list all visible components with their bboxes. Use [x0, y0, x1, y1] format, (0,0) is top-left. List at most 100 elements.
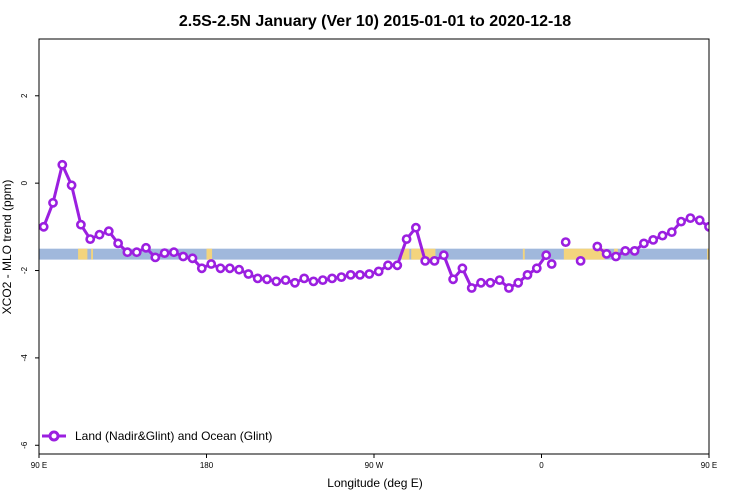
land-band-segment-7: [563, 248, 605, 260]
data-point-18: [196, 263, 207, 274]
data-point-12: [141, 242, 151, 253]
plot-frame: [38, 38, 710, 455]
data-point-19: [206, 259, 217, 269]
ocean-band: [39, 248, 709, 260]
data-point-67: [666, 227, 677, 237]
legend-entry: Land (Nadir&Glint) and Ocean (Glint): [75, 429, 272, 443]
data-point-53: [522, 269, 533, 280]
data-point-44: [438, 250, 449, 261]
data-point-65: [648, 234, 659, 245]
data-point-32: [327, 273, 337, 284]
data-point-13: [150, 252, 161, 263]
data-point-24: [252, 273, 263, 284]
data-point-75: [743, 221, 750, 228]
data-point-50: [494, 275, 505, 285]
y-tick-label: 2: [20, 93, 29, 98]
data-point-22: [234, 264, 244, 275]
data-point-15: [168, 247, 179, 258]
data-point-36: [364, 269, 375, 279]
x-tick-label: 90 E: [701, 461, 717, 470]
data-point-38: [383, 260, 393, 271]
data-point-64: [639, 238, 649, 249]
data-point-55: [541, 250, 552, 261]
data-point-26: [271, 276, 282, 287]
y-axis-label: XCO2 - MLO trend (ppm): [0, 180, 14, 315]
data-point-8: [103, 226, 114, 237]
data-point-28: [289, 277, 300, 288]
data-point-23: [243, 269, 254, 279]
data-point-10: [122, 247, 133, 258]
data-point-68: [676, 216, 686, 227]
x-tick-label: 0: [539, 461, 544, 470]
data-point-66: [657, 230, 668, 241]
data-point-40: [401, 234, 412, 244]
data-point-57: [560, 237, 571, 247]
data-point-34: [345, 269, 356, 280]
data-point-20: [215, 263, 226, 274]
data-point-14: [159, 248, 170, 258]
data-point-7: [94, 229, 105, 240]
data-point-41: [410, 222, 421, 233]
data-point-62: [620, 245, 631, 256]
data-point-5: [76, 219, 86, 230]
data-point-61: [611, 251, 621, 262]
land-band-segment-1: [78, 248, 88, 260]
data-point-9: [113, 238, 123, 249]
series-line-segment-1: [42, 163, 548, 290]
data-point-51: [503, 283, 514, 293]
data-point-6: [85, 234, 96, 244]
data-point-69: [685, 213, 696, 223]
x-axis: 90 E 180 90 W 0 90 E: [31, 454, 717, 470]
data-point-63: [629, 245, 640, 256]
data-point-27: [280, 275, 291, 285]
data-point-17: [187, 253, 198, 264]
data-point-4: [66, 180, 77, 191]
data-point-73: [724, 161, 731, 168]
y-axis: 2 0 -2 -4 -6: [20, 93, 39, 449]
data-point-31: [317, 275, 328, 285]
x-tick-label: 180: [200, 461, 214, 470]
data-point-25: [262, 274, 272, 285]
data-point-35: [355, 269, 365, 280]
data-point-11: [131, 247, 142, 258]
data-point-71: [704, 221, 709, 232]
data-point-70: [694, 215, 705, 226]
data-point-60: [601, 248, 612, 259]
data-point-72: [715, 199, 722, 206]
data-point-29: [299, 273, 310, 284]
data-point-47: [466, 283, 477, 293]
data-point-45: [448, 274, 458, 285]
data-point-43: [429, 255, 440, 266]
land-band-segment-3: [206, 248, 213, 260]
y-tick-label: -4: [20, 354, 29, 362]
chart-title: 2.5S-2.5N January (Ver 10) 2015-01-01 to…: [179, 13, 571, 30]
series-layer: [39, 159, 750, 293]
data-point-49: [485, 277, 496, 288]
data-point-1: [39, 221, 49, 232]
data-point-54: [531, 263, 542, 274]
data-point-42: [420, 255, 431, 266]
data-point-3: [57, 159, 68, 170]
data-point-39: [392, 260, 403, 271]
land-band-segment-4: [401, 248, 410, 260]
data-point-33: [336, 272, 347, 282]
data-point-74: [733, 183, 740, 190]
data-point-30: [308, 276, 319, 287]
legend-point-marker: [48, 430, 60, 442]
data-point-56: [546, 259, 557, 269]
x-tick-label: 90 W: [365, 461, 384, 470]
land-band-segment-6: [522, 248, 525, 260]
data-point-21: [224, 263, 235, 274]
x-axis-label: Longitude (deg E): [327, 476, 422, 490]
y-tick-label: -6: [20, 441, 29, 449]
data-point-16: [178, 251, 189, 262]
legend: Land (Nadir&Glint) and Ocean (Glint): [42, 429, 272, 443]
land-band-segment-2: [91, 248, 93, 260]
data-point-2: [48, 197, 58, 208]
x-tick-label: 90 E: [31, 461, 47, 470]
y-tick-label: 0: [20, 180, 29, 185]
data-point-52: [513, 277, 524, 288]
data-point-48: [476, 277, 486, 288]
data-point-59: [592, 241, 603, 252]
